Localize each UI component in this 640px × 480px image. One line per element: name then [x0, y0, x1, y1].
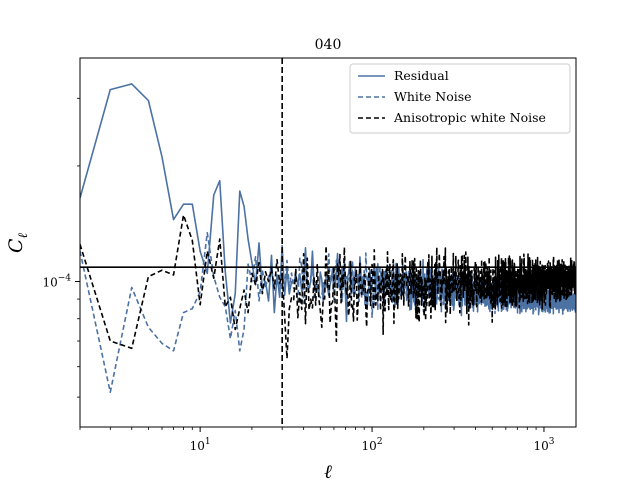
legend-items: Residual White Noise Anisotropic white Noi…: [358, 68, 546, 125]
y-axis-ticks: 10−4: [42, 97, 80, 398]
y-tick-label: 10−4: [42, 274, 71, 290]
series-line-anisotropic-white-noise: [80, 214, 576, 360]
x-tick-label: 102: [362, 437, 383, 453]
plot-frame: [79, 57, 577, 428]
plot-area: [80, 58, 576, 427]
legend-label: Anisotropic white Noise: [393, 110, 546, 125]
x-tick-label: 103: [533, 437, 554, 453]
legend-box: [349, 63, 571, 134]
y-axis-label: Cℓ: [5, 232, 31, 253]
legend-label: Residual: [394, 68, 449, 83]
x-axis-ticks: 101 102 103: [79, 427, 555, 453]
legend-label: White Noise: [394, 89, 472, 104]
x-tick-label: 101: [190, 437, 211, 453]
chart-title: 040: [315, 37, 342, 53]
x-axis-label: ℓ: [324, 461, 332, 480]
legend: Residual White Noise Anisotropic white Noi…: [349, 63, 571, 134]
series-layer: [80, 83, 576, 393]
